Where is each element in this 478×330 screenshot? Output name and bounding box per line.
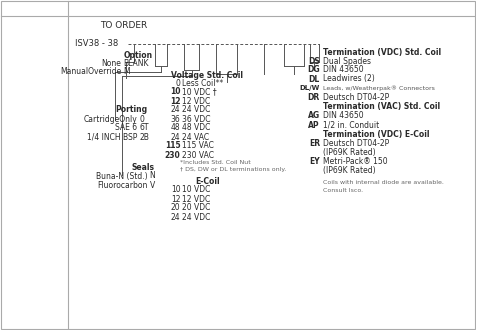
Text: 10 VDC: 10 VDC	[183, 185, 211, 194]
Text: 12 VDC: 12 VDC	[183, 96, 211, 106]
Text: Voltage Std. Coil: Voltage Std. Coil	[171, 71, 243, 80]
Text: Deutsch DT04-2P: Deutsch DT04-2P	[323, 92, 389, 102]
Text: Deutsch DT04-2P: Deutsch DT04-2P	[323, 140, 389, 148]
Text: 24: 24	[171, 213, 180, 221]
Text: 24: 24	[171, 106, 180, 115]
Text: ISV38 - 38: ISV38 - 38	[75, 40, 118, 49]
Text: 24 VDC: 24 VDC	[183, 106, 211, 115]
Text: Termination (VAC) Std. Coil: Termination (VAC) Std. Coil	[323, 103, 440, 112]
Text: 12 VDC: 12 VDC	[183, 194, 211, 204]
Text: DS: DS	[308, 56, 320, 65]
Text: 24: 24	[171, 133, 180, 142]
Text: DIN 43650: DIN 43650	[323, 112, 364, 120]
Text: 0: 0	[175, 79, 180, 87]
Text: 230 VAC: 230 VAC	[183, 150, 215, 159]
Text: DR: DR	[308, 92, 320, 102]
Text: 12: 12	[170, 96, 180, 106]
Text: 230: 230	[165, 150, 180, 159]
Text: Consult Isco.: Consult Isco.	[323, 187, 363, 192]
Text: TO ORDER: TO ORDER	[100, 20, 147, 29]
Text: 36 VDC: 36 VDC	[183, 115, 211, 123]
Text: 6T: 6T	[140, 123, 149, 133]
Text: 115: 115	[165, 142, 180, 150]
Text: Leads, w/Weatherpak® Connectors: Leads, w/Weatherpak® Connectors	[323, 85, 435, 91]
Text: (IP69K Rated): (IP69K Rated)	[323, 148, 376, 156]
Text: (IP69K Rated): (IP69K Rated)	[323, 166, 376, 175]
Text: M: M	[124, 68, 130, 77]
Text: 10: 10	[171, 185, 180, 194]
Text: None: None	[102, 59, 121, 69]
Text: Metri-Pack® 150: Metri-Pack® 150	[323, 157, 388, 167]
Text: AP: AP	[308, 120, 320, 129]
Text: DG: DG	[307, 65, 320, 75]
Text: 1/2 in. Conduit: 1/2 in. Conduit	[323, 120, 379, 129]
Text: E-Coil: E-Coil	[195, 178, 220, 186]
Text: DL: DL	[309, 75, 320, 83]
Text: 48: 48	[171, 123, 180, 133]
Text: 10: 10	[170, 87, 180, 96]
Text: ManualOverride: ManualOverride	[60, 68, 121, 77]
Text: 12: 12	[171, 194, 180, 204]
Text: Coils with internal diode are available.: Coils with internal diode are available.	[323, 181, 444, 185]
Text: 10 VDC †: 10 VDC †	[183, 87, 217, 96]
Text: 2B: 2B	[140, 133, 150, 142]
Text: BLANK: BLANK	[124, 59, 149, 69]
Text: Fluorocarbon: Fluorocarbon	[97, 181, 148, 189]
Text: N: N	[150, 172, 155, 181]
Text: Porting: Porting	[115, 106, 148, 115]
Text: V: V	[150, 181, 155, 189]
Text: 20: 20	[171, 204, 180, 213]
Text: SAE 6: SAE 6	[115, 123, 138, 133]
Text: DL/W: DL/W	[300, 85, 320, 91]
Text: CartridgeOnly: CartridgeOnly	[84, 115, 138, 123]
Text: *Includes Std. Coil Nut: *Includes Std. Coil Nut	[180, 159, 251, 164]
Text: 20 VDC: 20 VDC	[183, 204, 211, 213]
Text: Option: Option	[123, 50, 152, 59]
Text: 0: 0	[140, 115, 144, 123]
Text: † DS, DW or DL terminations only.: † DS, DW or DL terminations only.	[180, 167, 287, 172]
Text: 48 VDC: 48 VDC	[183, 123, 211, 133]
Text: DIN 43650: DIN 43650	[323, 65, 364, 75]
Text: 115 VAC: 115 VAC	[183, 142, 214, 150]
Text: ER: ER	[309, 140, 320, 148]
Text: Less Coil**: Less Coil**	[183, 79, 224, 87]
Text: 1/4 INCH BSP: 1/4 INCH BSP	[87, 133, 138, 142]
Text: 24 VDC: 24 VDC	[183, 213, 211, 221]
Text: Buna-N (Std.): Buna-N (Std.)	[96, 172, 148, 181]
Text: Leadwires (2): Leadwires (2)	[323, 75, 375, 83]
Text: Dual Spades: Dual Spades	[323, 56, 371, 65]
Text: Termination (VDC) E-Coil: Termination (VDC) E-Coil	[323, 130, 429, 140]
Text: 24 VAC: 24 VAC	[183, 133, 209, 142]
Text: Termination (VDC) Std. Coil: Termination (VDC) Std. Coil	[323, 48, 441, 56]
Text: 36: 36	[171, 115, 180, 123]
Text: AG: AG	[308, 112, 320, 120]
Text: EY: EY	[309, 157, 320, 167]
Text: Seals: Seals	[131, 162, 154, 172]
